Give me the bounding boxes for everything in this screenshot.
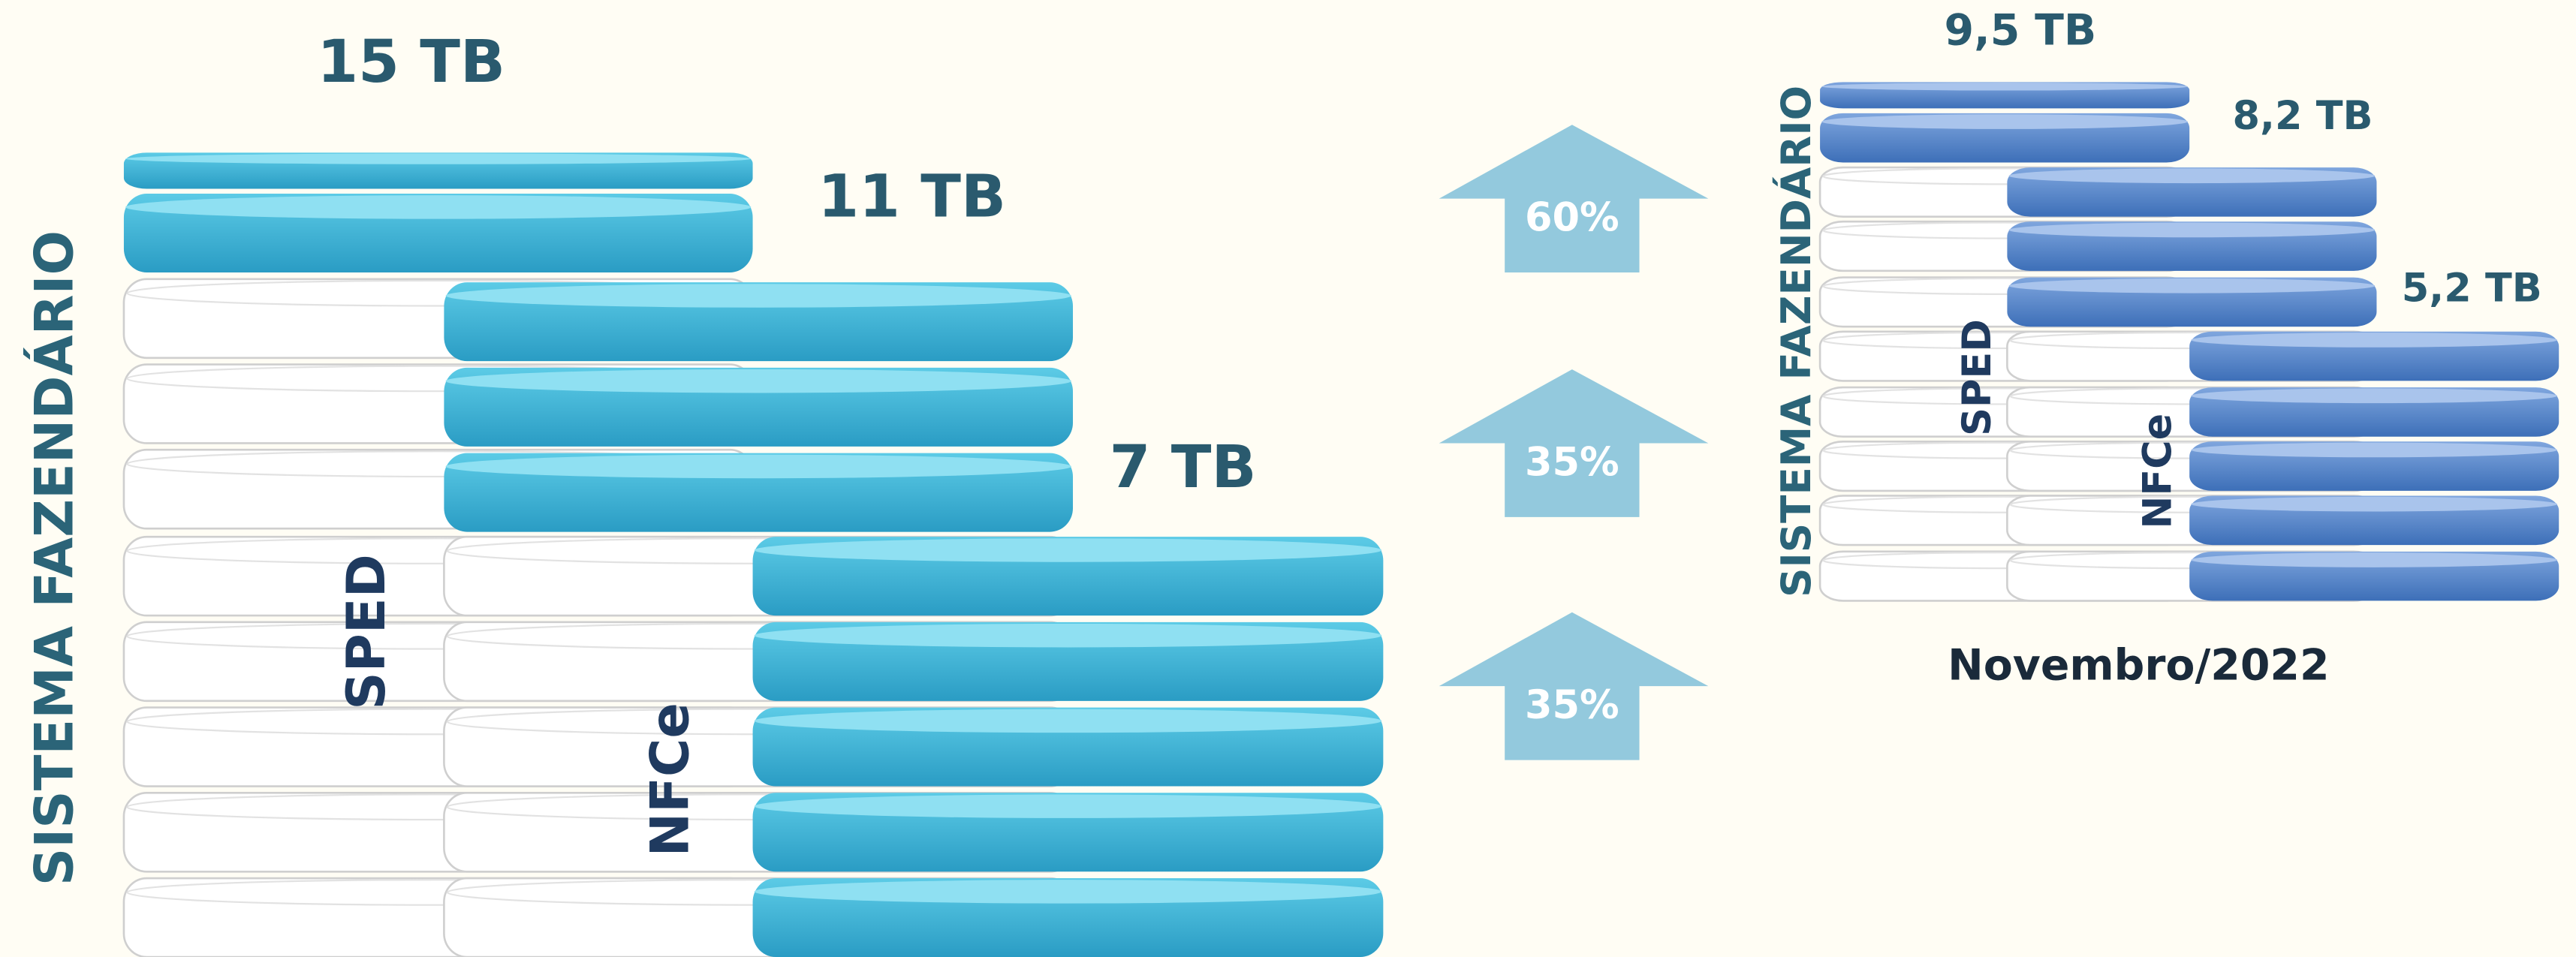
disk (2007, 277, 2377, 327)
disk (1820, 113, 2190, 163)
disk-top (2191, 388, 2558, 404)
disk-top (2008, 168, 2376, 184)
disk (752, 707, 1384, 787)
stack-label: NFCe (2135, 414, 2180, 529)
disk (123, 194, 753, 273)
disk-top (125, 153, 752, 164)
disk (2189, 495, 2559, 546)
side-label: SISTEMA FAZENDÁRIO (23, 230, 85, 886)
size-label: 15 TB (317, 27, 505, 96)
disk-top (2191, 552, 2558, 567)
disk-top (1821, 83, 2188, 91)
size-label: 8,2 TB (2233, 93, 2373, 139)
growth-label: 60% (1525, 195, 1619, 241)
disk (2189, 551, 2559, 601)
disk-top (2191, 333, 2558, 348)
disk-layer (122, 82, 2559, 957)
disk (752, 621, 1384, 701)
disk-top (754, 709, 1382, 733)
disk (444, 367, 1074, 447)
stack-label: NFCe (640, 703, 701, 856)
growth-arrow (1439, 125, 1709, 273)
growth-arrow (1439, 369, 1709, 517)
disk (2189, 331, 2559, 381)
growth-arrow (1439, 612, 1709, 760)
disk (752, 793, 1384, 872)
stack-label: SPED (336, 554, 397, 710)
disk (444, 453, 1074, 532)
disk (123, 152, 753, 189)
disk (2007, 221, 2377, 271)
disk (752, 537, 1384, 616)
size-label: 9,5 TB (1945, 5, 2097, 55)
disk-top (754, 794, 1382, 818)
text-layer: 15 TB 11 TB 7 TB SISTEMA FAZENDÁRIO SPED… (23, 5, 2541, 886)
stack-label: SPED (1954, 319, 2000, 436)
size-label: 7 TB (1110, 432, 1257, 501)
disk-top (754, 880, 1382, 904)
disk-top (2008, 278, 2376, 293)
disk (752, 878, 1384, 957)
disk-top (754, 623, 1382, 648)
growth-label: 35% (1525, 682, 1619, 728)
disk-top (1821, 114, 2188, 129)
growth-label: 35% (1525, 440, 1619, 486)
disk (444, 282, 1074, 362)
disk-top (754, 538, 1382, 562)
disk (2189, 441, 2559, 491)
size-label: 5,2 TB (2402, 266, 2542, 311)
disk (1820, 82, 2190, 109)
disk-top (445, 284, 1071, 308)
arrow-layer: 60% 35% 35% (1439, 125, 1709, 760)
disk-top (2191, 496, 2558, 512)
size-label: 11 TB (818, 161, 1006, 230)
disk-top (445, 454, 1071, 479)
disk (2007, 167, 2377, 217)
side-label: SISTEMA FAZENDÁRIO (1772, 86, 1820, 597)
disk-top (2191, 442, 2558, 458)
disk-top (125, 195, 752, 219)
disk-top (2008, 222, 2376, 238)
caption: Novembro/2022 (1948, 641, 2329, 691)
disk (2189, 387, 2559, 437)
disk-top (445, 369, 1071, 393)
